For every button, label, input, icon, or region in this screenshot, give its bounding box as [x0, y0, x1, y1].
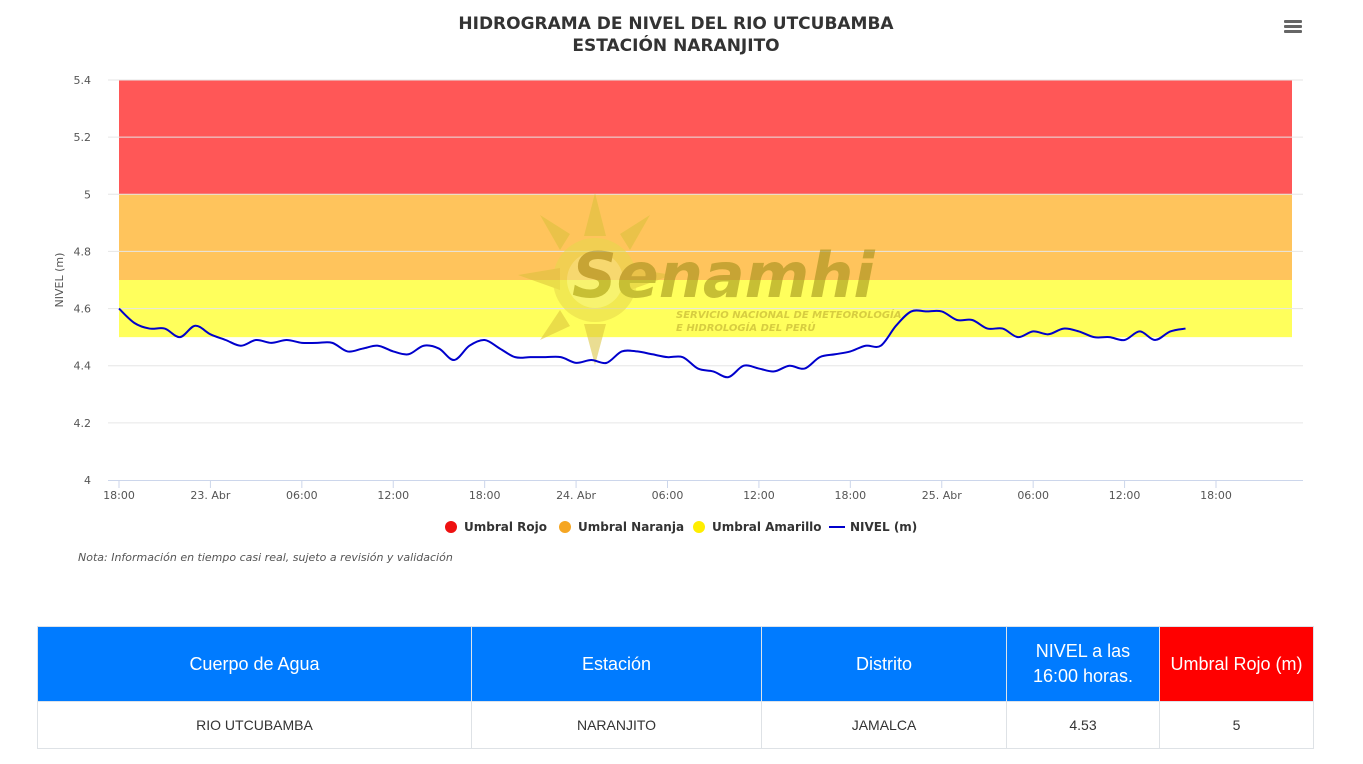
x-tick-label: 06:00	[286, 489, 318, 502]
y-tick-label: 5.2	[74, 131, 92, 144]
x-tick-label: 18:00	[103, 489, 135, 502]
watermark-brand: Senamhi	[572, 239, 875, 312]
x-tick-label: 18:00	[834, 489, 866, 502]
x-tick-label: 12:00	[743, 489, 775, 502]
series-line-nivel[interactable]	[118, 307, 1186, 379]
header-cuerpo-de-agua: Cuerpo de Agua	[37, 626, 472, 702]
x-tick-label: 25. Abr	[922, 489, 962, 502]
y-tick-label: 5	[84, 188, 91, 201]
chart-subtitle: ESTACIÓN NARANJITO	[572, 34, 779, 56]
hydrograph-chart: HIDROGRAMA DE NIVEL DEL RIO UTCUBAMBA ES…	[53, 14, 1303, 564]
x-tick-label: 18:00	[1200, 489, 1232, 502]
table-header-row: Cuerpo de Agua Estación Distrito NIVEL a…	[37, 626, 1314, 702]
threshold-band-1	[119, 194, 1292, 280]
legend-label[interactable]: Umbral Naranja	[578, 520, 684, 534]
legend-label[interactable]: Umbral Rojo	[464, 520, 547, 534]
chart-note: Nota: Información en tiempo casi real, s…	[78, 551, 453, 564]
hamburger-menu-icon[interactable]	[1281, 18, 1305, 38]
y-tick-label: 4.6	[74, 303, 92, 316]
series-layer	[118, 307, 1186, 379]
grid-lines	[108, 79, 1303, 424]
cell-distrito: JAMALCA	[761, 701, 1007, 749]
legend-marker[interactable]	[445, 521, 457, 533]
x-tick-label: 23. Abr	[190, 489, 230, 502]
legend-label[interactable]: NIVEL (m)	[850, 520, 917, 534]
sun-logo-icon	[518, 193, 672, 365]
cell-estacion: NARANJITO	[471, 701, 762, 749]
axes: 4 4.2 4.4 4.6 4.8 5 5.2 5.4 18:00 23. Abr 06:00 12:…	[74, 74, 1303, 502]
x-tick-label: 06:00	[652, 489, 684, 502]
y-tick-label: 5.4	[74, 74, 92, 87]
chart-title: HIDROGRAMA DE NIVEL DEL RIO UTCUBAMBA	[458, 14, 894, 34]
header-distrito: Distrito	[761, 626, 1007, 702]
watermark-line2: E HIDROLOGÍA DEL PERÚ	[676, 321, 816, 334]
header-estacion: Estación	[471, 626, 762, 702]
y-tick-label: 4.2	[74, 417, 92, 430]
x-tick-label: 18:00	[469, 489, 501, 502]
table-row: RIO UTCUBAMBA NARANJITO JAMALCA 4.53 5	[37, 701, 1314, 749]
x-tick-label: 24. Abr	[556, 489, 596, 502]
x-tick-label: 06:00	[1017, 489, 1049, 502]
watermark-line1: SERVICIO NACIONAL DE METEOROLOGÍA	[676, 308, 902, 321]
legend-marker[interactable]	[693, 521, 705, 533]
y-tick-label: 4	[84, 474, 91, 487]
y-axis-title: NIVEL (m)	[53, 253, 66, 308]
cell-umbral-rojo: 5	[1159, 701, 1314, 749]
x-tick-label: 12:00	[1109, 489, 1141, 502]
legend-marker[interactable]	[559, 521, 571, 533]
y-tick-label: 4.4	[74, 360, 92, 373]
cell-cuerpo-de-agua: RIO UTCUBAMBA	[37, 701, 472, 749]
cell-nivel: 4.53	[1006, 701, 1160, 749]
senamhi-watermark: Senamhi SERVICIO NACIONAL DE METEOROLOGÍ…	[518, 193, 902, 365]
y-tick-label: 4.8	[74, 245, 92, 258]
x-tick-label: 12:00	[377, 489, 409, 502]
legend-label[interactable]: Umbral Amarillo	[712, 520, 822, 534]
station-table: Cuerpo de Agua Estación Distrito NIVEL a…	[37, 626, 1314, 749]
chart-legend: Umbral Rojo Umbral Naranja Umbral Amarillo…	[445, 520, 917, 534]
header-umbral-rojo: Umbral Rojo (m)	[1159, 626, 1314, 702]
header-nivel: NIVEL a las 16:00 horas.	[1006, 626, 1160, 702]
